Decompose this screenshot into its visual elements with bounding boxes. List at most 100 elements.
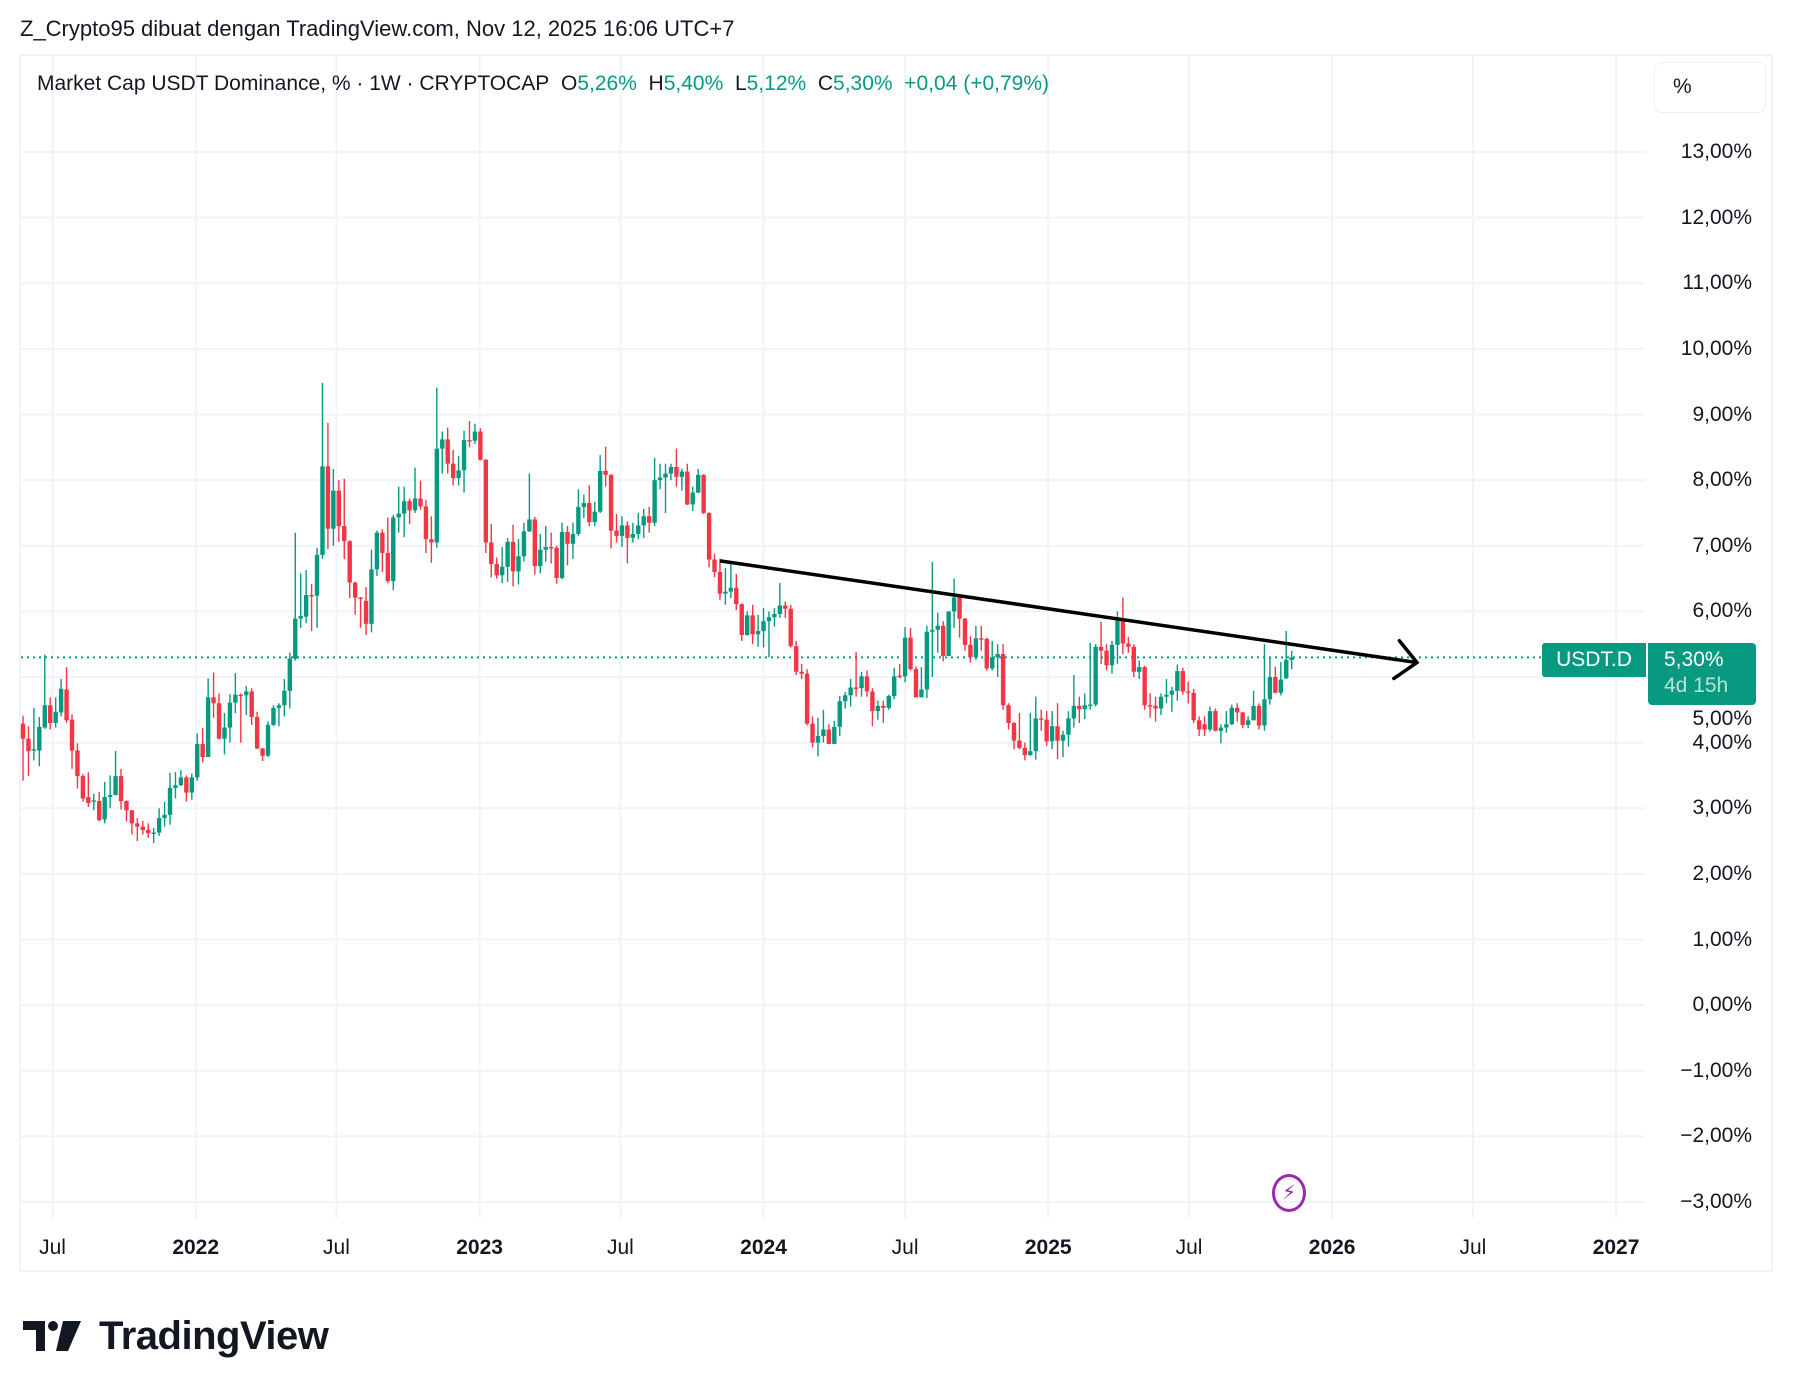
candle bbox=[80, 774, 86, 802]
lightning-icon[interactable]: ⚡︎ bbox=[1272, 1174, 1306, 1212]
legend-open-label: O bbox=[560, 72, 578, 95]
candle bbox=[924, 625, 930, 698]
candle bbox=[946, 611, 951, 656]
candle-body bbox=[565, 531, 570, 544]
candle-body bbox=[1028, 751, 1033, 756]
candle bbox=[1262, 644, 1267, 731]
trendline-arrow[interactable] bbox=[719, 559, 1420, 681]
symbol-legend: Market Cap USDT Dominance, % · 1W · CRYP… bbox=[37, 72, 1049, 96]
candle bbox=[287, 652, 293, 709]
candle bbox=[385, 517, 391, 584]
candle bbox=[625, 521, 630, 564]
candle bbox=[614, 514, 619, 543]
bar-countdown: 4d 15h bbox=[1664, 674, 1729, 697]
candle bbox=[646, 507, 652, 533]
candle-body bbox=[902, 637, 908, 677]
candle-body bbox=[1207, 711, 1213, 730]
price-axis-label: −1,00% bbox=[1680, 1058, 1752, 1082]
candle bbox=[576, 489, 581, 536]
legend-high-label: H bbox=[648, 72, 664, 95]
candle bbox=[113, 751, 118, 796]
candle-body bbox=[195, 743, 200, 778]
candle bbox=[892, 667, 897, 700]
candle-body bbox=[783, 605, 788, 609]
candle-body bbox=[1060, 734, 1066, 741]
candle-body bbox=[543, 547, 548, 550]
candle bbox=[859, 671, 864, 697]
candle bbox=[712, 553, 717, 578]
candle bbox=[129, 810, 135, 835]
candle bbox=[984, 637, 989, 671]
price-axis-label: 3,00% bbox=[1692, 796, 1752, 820]
candle bbox=[401, 486, 407, 538]
candle bbox=[97, 791, 102, 822]
candle bbox=[641, 509, 646, 538]
candle bbox=[930, 562, 935, 677]
candle-body bbox=[750, 615, 755, 635]
candle bbox=[260, 747, 265, 761]
candle-body bbox=[1137, 667, 1142, 672]
candle bbox=[140, 820, 145, 835]
last-price-tag: 5,30% 4d 15h bbox=[1648, 643, 1756, 705]
candle-body bbox=[472, 431, 478, 441]
candle bbox=[489, 524, 494, 578]
candle-body bbox=[788, 608, 793, 647]
candle bbox=[755, 614, 761, 647]
candle bbox=[276, 703, 282, 727]
candle-body bbox=[184, 777, 189, 793]
candle bbox=[1142, 665, 1147, 710]
candle-body bbox=[483, 459, 489, 543]
candle-body bbox=[287, 658, 293, 691]
trendline[interactable] bbox=[719, 559, 1418, 665]
candle bbox=[663, 463, 668, 513]
time-axis-label: Jul bbox=[1459, 1236, 1487, 1259]
candle bbox=[336, 480, 342, 542]
candle-body bbox=[222, 727, 227, 739]
candle-body bbox=[1224, 724, 1229, 728]
candle bbox=[75, 743, 80, 789]
candle bbox=[516, 539, 521, 585]
time-axis-label: 2026 bbox=[1308, 1236, 1356, 1259]
candle bbox=[1093, 644, 1098, 707]
candle-body bbox=[990, 657, 995, 669]
candle-body bbox=[233, 694, 238, 703]
candle-body bbox=[107, 795, 113, 798]
candle-body bbox=[58, 688, 64, 713]
candle-body bbox=[467, 440, 472, 442]
candle bbox=[69, 714, 75, 769]
candle-body bbox=[1109, 644, 1115, 666]
candle-body bbox=[717, 572, 723, 594]
candle bbox=[1235, 703, 1240, 722]
candle-body bbox=[723, 591, 728, 594]
candle-body bbox=[412, 498, 418, 511]
candle-body bbox=[352, 582, 358, 598]
candle bbox=[189, 773, 194, 800]
candle bbox=[1153, 696, 1158, 722]
candle-body bbox=[113, 776, 118, 796]
candle-body bbox=[619, 525, 625, 536]
candle bbox=[810, 716, 815, 748]
candle-body bbox=[456, 470, 461, 479]
candle bbox=[1289, 650, 1294, 670]
candle-body bbox=[848, 687, 853, 696]
candle-body bbox=[793, 646, 799, 672]
candle-body bbox=[276, 705, 282, 708]
candle bbox=[1196, 716, 1202, 737]
candle-body bbox=[532, 519, 538, 567]
candle bbox=[837, 696, 842, 737]
candle-body bbox=[739, 604, 744, 635]
candle bbox=[1126, 636, 1131, 653]
candle bbox=[380, 529, 385, 572]
candle bbox=[254, 711, 260, 750]
candle-body bbox=[260, 748, 265, 756]
candle bbox=[358, 596, 363, 628]
candle bbox=[26, 726, 31, 777]
candle-body bbox=[336, 490, 342, 527]
candle-body bbox=[674, 467, 679, 477]
candle-body bbox=[837, 701, 842, 727]
candle bbox=[750, 604, 755, 645]
candle bbox=[962, 617, 968, 651]
percent-scale-button[interactable]: % bbox=[1654, 62, 1766, 113]
candle bbox=[1147, 693, 1153, 718]
